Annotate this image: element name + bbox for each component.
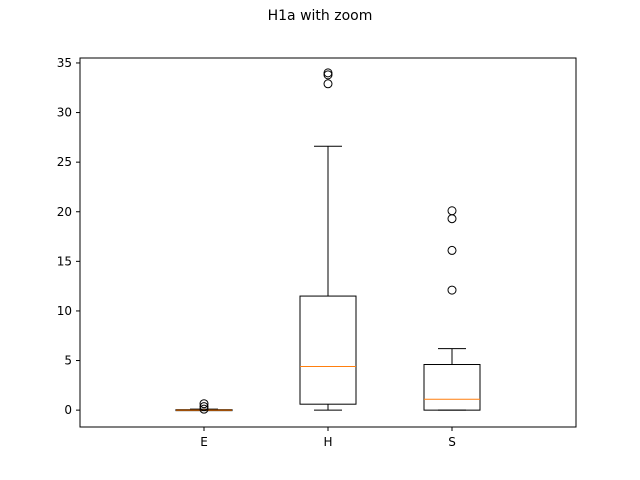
y-tick-label: 10 bbox=[57, 304, 72, 318]
box-iqr bbox=[299, 295, 357, 405]
y-tick-label: 30 bbox=[57, 106, 72, 120]
y-tick-label: 5 bbox=[64, 354, 72, 368]
outlier-point bbox=[447, 285, 457, 295]
outlier-point bbox=[199, 402, 209, 412]
x-tick-label: H bbox=[323, 435, 332, 449]
x-tick-label: E bbox=[200, 435, 208, 449]
boxes bbox=[175, 68, 481, 414]
outlier-point bbox=[447, 206, 457, 216]
y-tick-label: 20 bbox=[57, 205, 72, 219]
y-tick-label: 35 bbox=[57, 56, 72, 70]
outlier-point bbox=[199, 399, 209, 409]
box-E bbox=[175, 399, 233, 414]
y-tick-label: 0 bbox=[64, 403, 72, 417]
x-tick-label: S bbox=[448, 435, 456, 449]
y-tick-label: 25 bbox=[57, 155, 72, 169]
outlier-point bbox=[199, 404, 209, 414]
chart-title: H1a with zoom bbox=[267, 8, 373, 24]
outlier-point bbox=[447, 214, 457, 224]
outlier-point bbox=[323, 70, 333, 80]
outlier-point bbox=[323, 79, 333, 89]
box-iqr bbox=[423, 364, 481, 411]
box-H bbox=[299, 68, 357, 411]
y-axis: 0 5 10 15 20 25 30 35 bbox=[57, 56, 80, 417]
outlier-point bbox=[323, 68, 333, 78]
y-tick-label: 15 bbox=[57, 254, 72, 268]
box-S bbox=[423, 206, 481, 411]
outlier-point bbox=[447, 245, 457, 255]
